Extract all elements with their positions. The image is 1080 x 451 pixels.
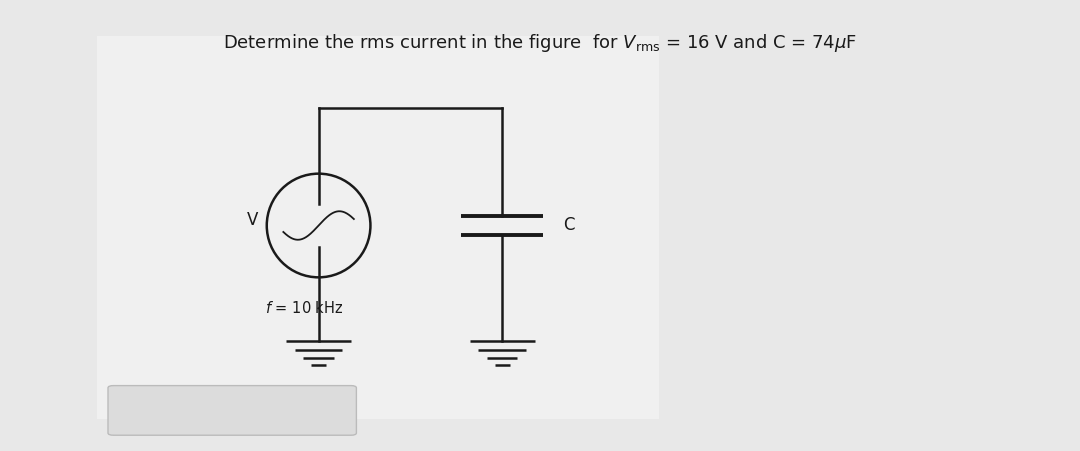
Text: C: C (563, 216, 575, 235)
Text: $f$ = 10 kHz: $f$ = 10 kHz (265, 300, 343, 316)
Text: V: V (246, 212, 258, 229)
Text: Determine the rms current in the figure  for $V_{\rm rms}$ = 16 V and C = 74$\mu: Determine the rms current in the figure … (222, 32, 858, 54)
FancyBboxPatch shape (108, 386, 356, 435)
FancyBboxPatch shape (97, 36, 659, 419)
